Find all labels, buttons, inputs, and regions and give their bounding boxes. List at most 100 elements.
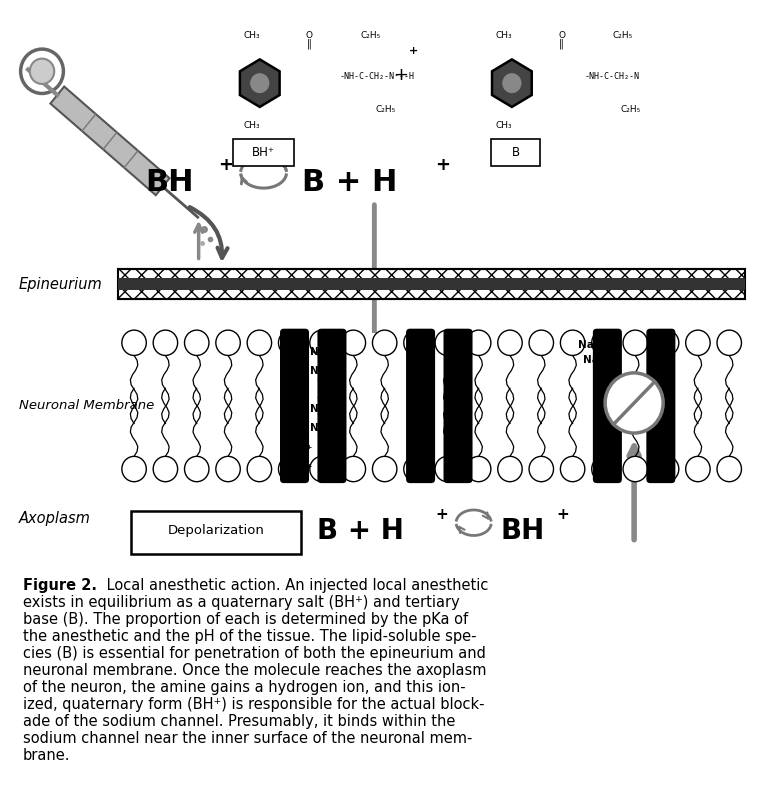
- Circle shape: [310, 330, 335, 356]
- Circle shape: [529, 456, 553, 482]
- Circle shape: [310, 456, 335, 482]
- Text: +: +: [409, 47, 418, 56]
- Circle shape: [435, 456, 459, 482]
- Text: +: +: [556, 508, 569, 522]
- Circle shape: [341, 330, 365, 356]
- Circle shape: [717, 330, 741, 356]
- Circle shape: [248, 330, 272, 356]
- Text: C₂H₅: C₂H₅: [376, 105, 396, 114]
- Polygon shape: [50, 86, 170, 195]
- Polygon shape: [240, 59, 280, 107]
- Text: BH⁺: BH⁺: [252, 147, 275, 159]
- Text: Na⁺: Na⁺: [310, 404, 332, 414]
- Text: Na⁺: Na⁺: [322, 464, 343, 474]
- Circle shape: [184, 330, 209, 356]
- Circle shape: [466, 456, 490, 482]
- Circle shape: [248, 456, 272, 482]
- Text: CH₃: CH₃: [496, 121, 513, 130]
- Text: ‖: ‖: [307, 39, 312, 49]
- Text: Na⁺: Na⁺: [583, 356, 604, 365]
- Text: CH₃: CH₃: [244, 31, 261, 40]
- Text: CH₃: CH₃: [496, 31, 513, 40]
- Circle shape: [30, 59, 54, 84]
- Bar: [118, 333, 745, 479]
- FancyBboxPatch shape: [646, 329, 675, 483]
- Bar: [118, 269, 745, 299]
- Text: base (B). The proportion of each is determined by the pKa of: base (B). The proportion of each is dete…: [23, 612, 468, 627]
- Text: +: +: [435, 508, 448, 522]
- Circle shape: [560, 456, 585, 482]
- Circle shape: [560, 330, 585, 356]
- Circle shape: [466, 330, 490, 356]
- Circle shape: [717, 456, 741, 482]
- Bar: [118, 278, 745, 291]
- Text: C₂H₅: C₂H₅: [613, 31, 633, 40]
- Text: +: +: [393, 67, 409, 84]
- Text: -NH-C-CH₂-N⁺--H: -NH-C-CH₂-N⁺--H: [340, 72, 415, 82]
- Circle shape: [498, 330, 523, 356]
- Circle shape: [184, 456, 209, 482]
- Text: +: +: [435, 156, 451, 173]
- Polygon shape: [492, 59, 532, 107]
- Circle shape: [153, 456, 177, 482]
- Circle shape: [153, 330, 177, 356]
- Text: cies (B) is essential for penetration of both the epineurium and: cies (B) is essential for penetration of…: [23, 646, 486, 661]
- Circle shape: [21, 49, 63, 93]
- FancyBboxPatch shape: [131, 511, 301, 554]
- FancyBboxPatch shape: [406, 329, 435, 483]
- Text: CH₃: CH₃: [244, 121, 261, 130]
- Text: ized, quaternary form (BH⁺) is responsible for the actual block-: ized, quaternary form (BH⁺) is responsib…: [23, 697, 484, 712]
- Text: BH: BH: [500, 516, 545, 545]
- Text: neuronal membrane. Once the molecule reaches the axoplasm: neuronal membrane. Once the molecule rea…: [23, 663, 487, 678]
- Text: the anesthetic and the pH of the tissue. The lipid-soluble spe-: the anesthetic and the pH of the tissue.…: [23, 629, 477, 644]
- Circle shape: [373, 456, 397, 482]
- Text: Local anesthetic action. An injected local anesthetic: Local anesthetic action. An injected loc…: [102, 578, 488, 593]
- Text: brane.: brane.: [23, 748, 70, 763]
- Text: B + H: B + H: [302, 168, 397, 196]
- FancyBboxPatch shape: [491, 139, 540, 166]
- Circle shape: [685, 330, 711, 356]
- Circle shape: [591, 456, 616, 482]
- FancyBboxPatch shape: [233, 139, 294, 166]
- Text: ‖: ‖: [559, 39, 564, 49]
- Bar: [118, 269, 745, 299]
- Circle shape: [278, 456, 303, 482]
- Text: Neuronal Membrane: Neuronal Membrane: [19, 399, 154, 413]
- FancyBboxPatch shape: [318, 329, 347, 483]
- Text: C₂H₅: C₂H₅: [620, 105, 640, 114]
- Text: Na⁺: Na⁺: [310, 347, 332, 356]
- Circle shape: [654, 330, 678, 356]
- Text: +: +: [218, 156, 233, 173]
- Text: O: O: [306, 31, 313, 40]
- Circle shape: [435, 330, 459, 356]
- Text: Na⁺: Na⁺: [318, 385, 339, 394]
- Circle shape: [685, 456, 711, 482]
- Circle shape: [529, 330, 553, 356]
- FancyBboxPatch shape: [280, 329, 309, 483]
- Text: exists in equilibrium as a quaternary salt (BH⁺) and tertiary: exists in equilibrium as a quaternary sa…: [23, 596, 460, 610]
- Text: Na⁺: Na⁺: [578, 340, 599, 349]
- FancyBboxPatch shape: [593, 329, 622, 483]
- Text: BH: BH: [145, 168, 193, 196]
- Text: Na⁺: Na⁺: [310, 423, 332, 433]
- Text: sodium channel near the inner surface of the neuronal mem-: sodium channel near the inner surface of…: [23, 732, 472, 746]
- Circle shape: [250, 73, 270, 93]
- Text: Figure 2.: Figure 2.: [23, 578, 97, 593]
- Circle shape: [403, 456, 428, 482]
- Circle shape: [605, 373, 663, 433]
- Circle shape: [122, 330, 146, 356]
- Circle shape: [498, 456, 523, 482]
- Circle shape: [591, 330, 616, 356]
- Text: C₂H₅: C₂H₅: [361, 31, 380, 40]
- Circle shape: [654, 456, 678, 482]
- Text: O: O: [558, 31, 565, 40]
- FancyBboxPatch shape: [443, 329, 472, 483]
- Circle shape: [403, 330, 428, 356]
- Text: Na⁺: Na⁺: [291, 445, 312, 455]
- Text: B: B: [512, 147, 520, 159]
- Circle shape: [216, 330, 240, 356]
- Circle shape: [623, 330, 648, 356]
- Text: ade of the sodium channel. Presumably, it binds within the: ade of the sodium channel. Presumably, i…: [23, 714, 455, 729]
- Text: Na⁺: Na⁺: [291, 464, 312, 474]
- Text: Axoplasm: Axoplasm: [19, 512, 91, 526]
